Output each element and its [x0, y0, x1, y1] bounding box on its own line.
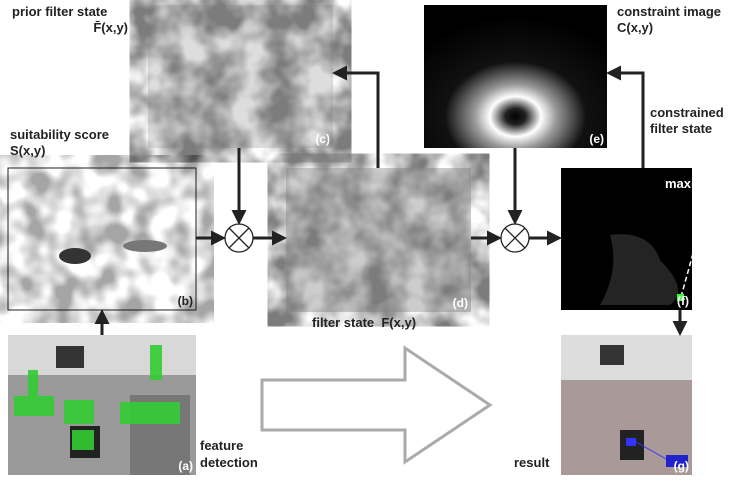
label: F̄(x,y)	[93, 20, 128, 35]
label: constrained	[650, 105, 724, 120]
filter-image	[286, 168, 471, 312]
constraint-image	[424, 5, 607, 148]
panel-tag: (c)	[315, 132, 330, 146]
label: S(x,y)	[10, 143, 45, 158]
label: filter state F(x,y)	[312, 315, 416, 330]
prior-image	[148, 5, 333, 148]
panel-tag: (b)	[178, 294, 193, 308]
result-image	[561, 335, 692, 475]
label: suitability score	[10, 127, 109, 142]
label: filter state	[650, 121, 712, 136]
label: detection	[200, 455, 258, 470]
panel-tag: (a)	[178, 459, 193, 473]
label: feature	[200, 438, 243, 453]
big-arrow	[262, 348, 490, 462]
detection-image	[8, 335, 196, 475]
panel-tag: (d)	[453, 296, 468, 310]
panel-tag: (e)	[589, 132, 604, 146]
label: constraint image	[617, 4, 721, 19]
panel-tag: (f)	[677, 294, 689, 308]
label: prior filter state	[12, 4, 107, 19]
suitability-image	[8, 168, 196, 310]
multiply-operator	[501, 224, 529, 252]
multiply-operator	[225, 224, 253, 252]
label: C(x,y)	[617, 20, 653, 35]
panel-tag: (g)	[674, 459, 689, 473]
label: result	[514, 455, 550, 470]
diagram: prior filter state F̄(x,y) constraint im…	[0, 0, 746, 477]
annotation: maximum	[665, 176, 726, 191]
